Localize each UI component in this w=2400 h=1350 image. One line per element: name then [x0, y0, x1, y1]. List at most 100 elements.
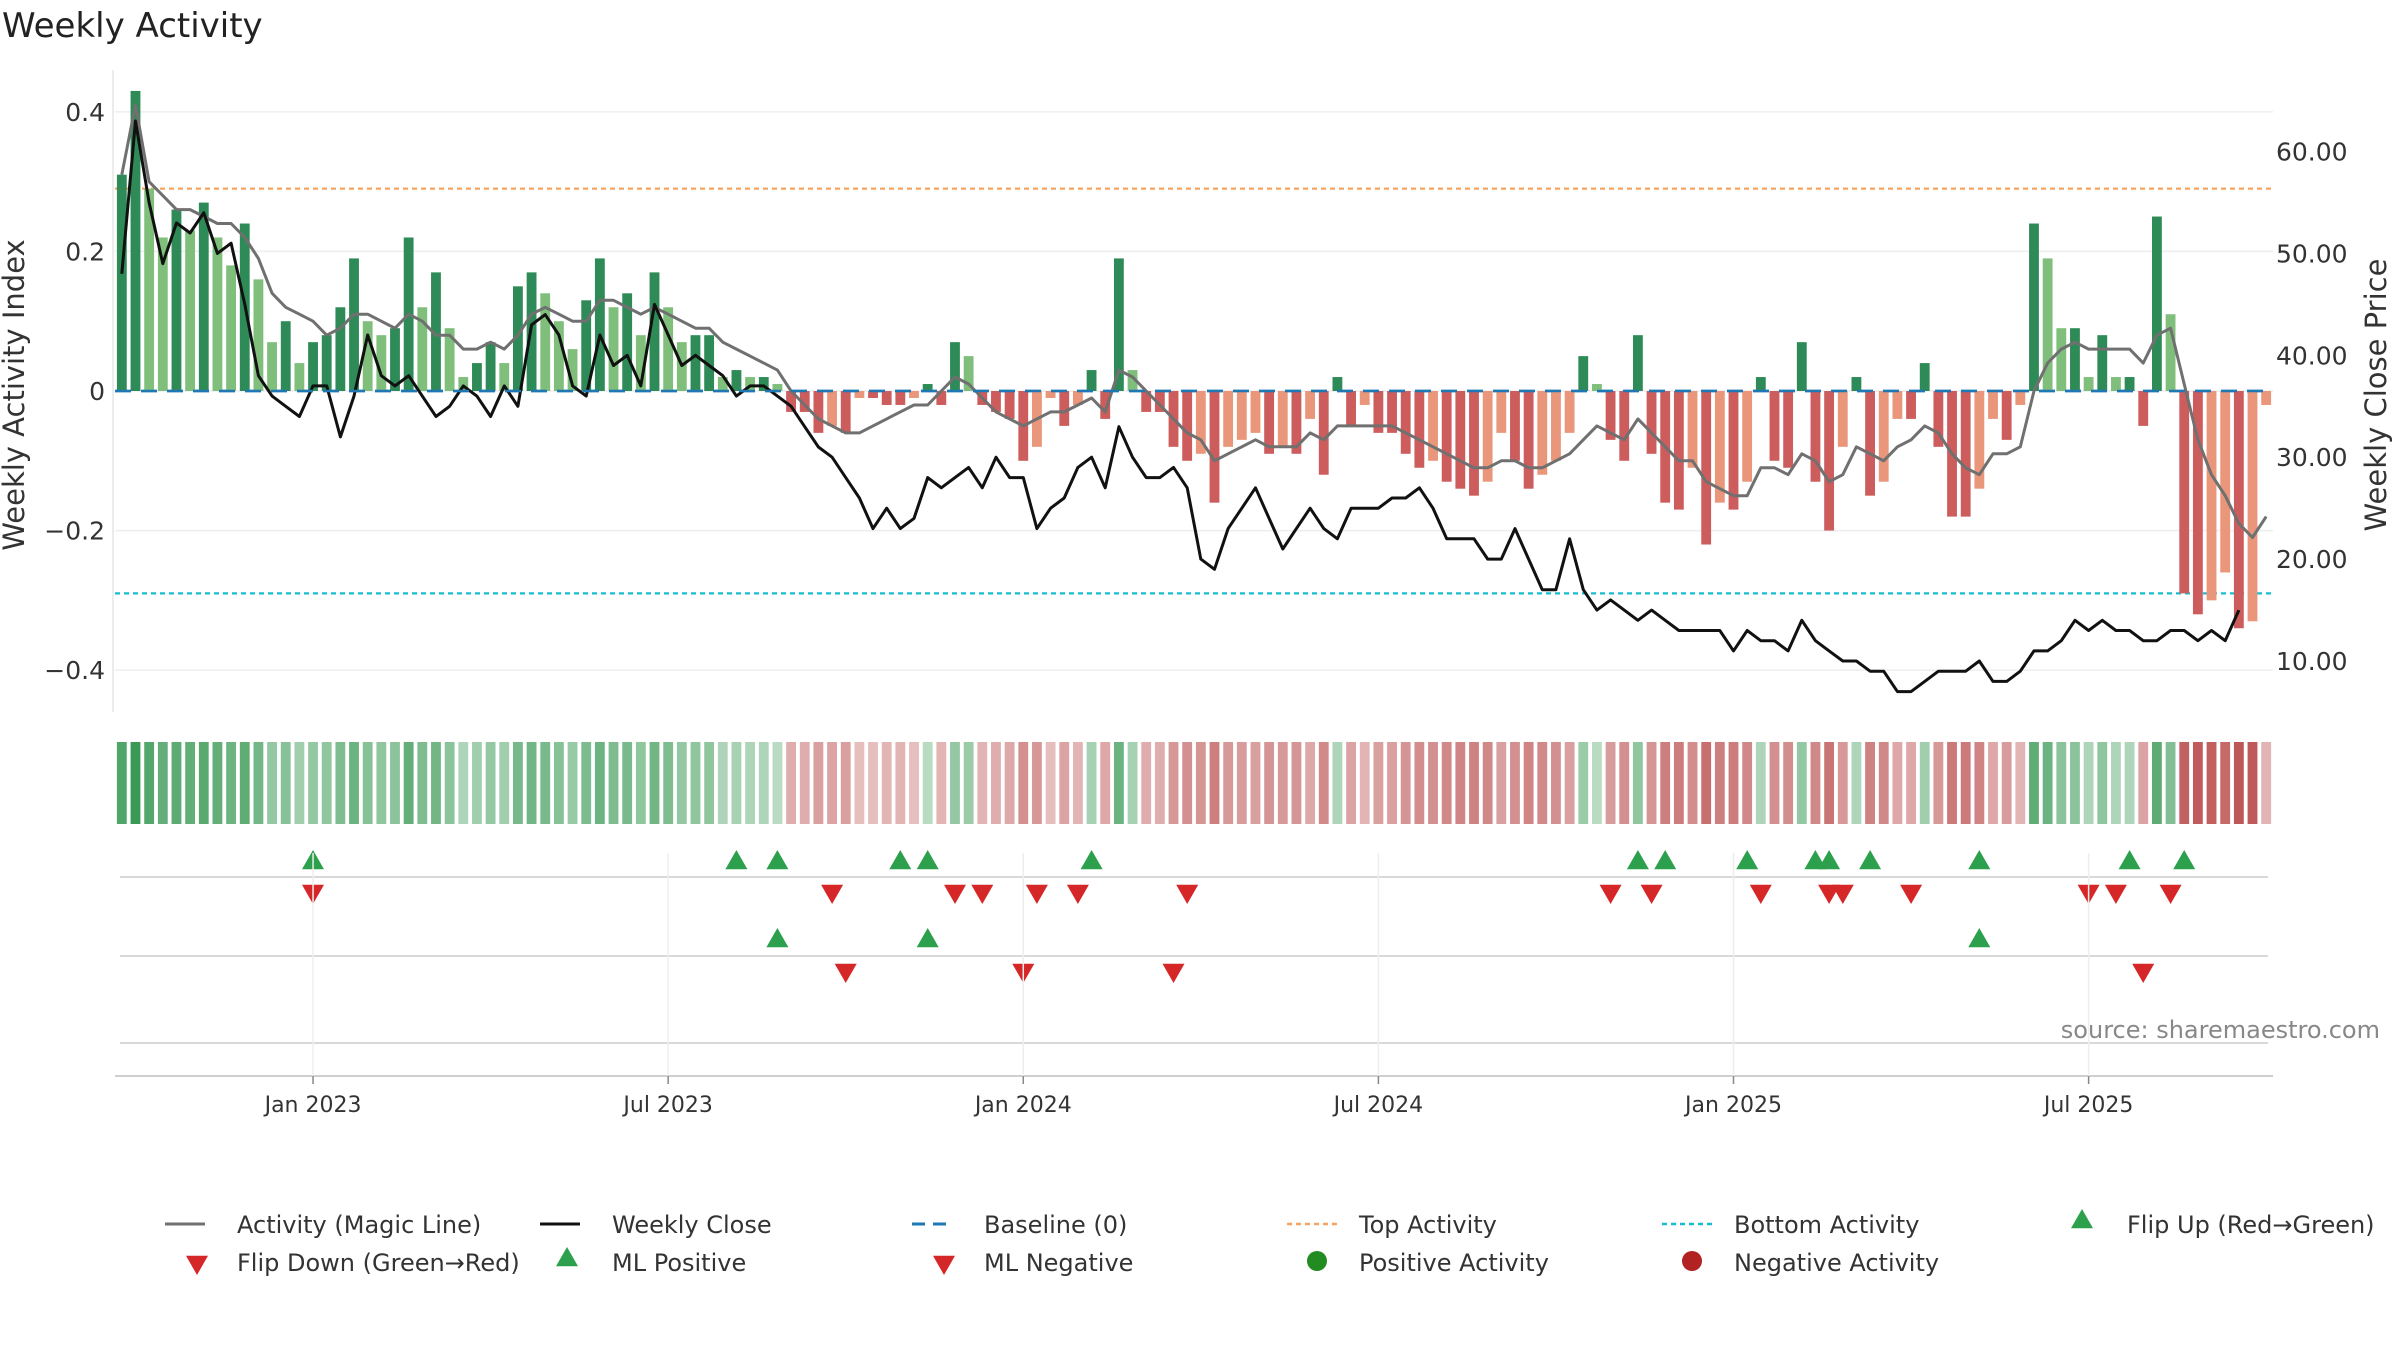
y-tick-right-5: 10.00 [2276, 647, 2348, 676]
heat-cell-9 [239, 742, 250, 824]
heat-cell-20 [390, 742, 400, 824]
heat-cell-59 [922, 742, 933, 824]
activity-bar-138 [2001, 391, 2012, 440]
heat-cell-119 [1742, 742, 1753, 824]
legend-label-top: Top Activity [1358, 1211, 1497, 1239]
ml-negative-marker-3 [2132, 963, 2155, 983]
flip-up-marker-12 [1968, 850, 1991, 870]
activity-bar-15 [321, 335, 332, 391]
activity-bar-65 [1004, 391, 1015, 419]
heat-cell-143 [2070, 742, 2080, 824]
heat-cell-91 [1359, 742, 1370, 824]
activity-bar-91 [1359, 391, 1370, 405]
heat-cell-88 [1318, 742, 1329, 824]
heat-cell-87 [1305, 742, 1316, 824]
activity-bar-117 [1714, 391, 1725, 503]
heat-cell-41 [676, 742, 687, 824]
heat-cell-76 [1154, 742, 1165, 824]
heat-cell-2 [144, 742, 155, 824]
activity-bar-115 [1687, 391, 1698, 468]
heat-cell-23 [431, 742, 441, 824]
heat-cell-25 [458, 742, 469, 824]
activity-bar-29 [513, 286, 523, 391]
activity-bar-89 [1332, 377, 1343, 391]
heat-cell-112 [1646, 742, 1657, 824]
activity-bar-60 [936, 391, 947, 405]
heat-cell-55 [868, 742, 878, 824]
heat-cell-70 [1072, 742, 1083, 824]
heat-cell-96 [1428, 742, 1438, 824]
activity-bar-97 [1441, 391, 1452, 482]
flip-up-marker-8 [1736, 850, 1759, 870]
x-tick-label-1: Jul 2023 [621, 1093, 713, 1118]
heat-cell-133 [1933, 742, 1944, 824]
flip-down-marker-12 [1900, 884, 1923, 904]
heat-cell-8 [226, 742, 237, 824]
flip-up-marker-7 [1654, 850, 1677, 870]
flip-down-marker-9 [1749, 884, 1772, 904]
heat-cell-93 [1387, 742, 1397, 824]
activity-bar-140 [2029, 223, 2039, 391]
heat-cell-127 [1851, 742, 1862, 824]
heat-cell-132 [1919, 742, 1930, 824]
activity-bar-69 [1059, 391, 1070, 426]
heat-cell-150 [2165, 742, 2176, 824]
activity-bar-102 [1510, 391, 1520, 461]
activity-bar-31 [540, 293, 551, 391]
heat-cell-19 [376, 742, 387, 824]
heat-cell-105 [1551, 742, 1561, 824]
heat-cell-38 [635, 742, 646, 824]
activity-bar-143 [2070, 328, 2080, 391]
heat-cell-85 [1277, 742, 1288, 824]
heat-cell-64 [991, 742, 1001, 824]
ml-positive-marker-0 [766, 928, 789, 948]
activity-bar-152 [2192, 391, 2203, 615]
activity-bar-92 [1373, 391, 1384, 433]
legend-item-posact: Positive Activity [1307, 1249, 1549, 1277]
heat-cell-142 [2056, 742, 2067, 824]
activity-bar-68 [1045, 391, 1056, 398]
activity-bar-135 [1960, 391, 1971, 517]
legend-label-negact: Negative Activity [1734, 1249, 1939, 1277]
heat-cell-111 [1632, 742, 1643, 824]
activity-bar-70 [1072, 391, 1083, 405]
heat-cell-117 [1714, 742, 1725, 824]
heat-cell-5 [185, 742, 196, 824]
heat-cell-6 [198, 742, 209, 824]
activity-bar-108 [1592, 384, 1602, 391]
activity-bar-120 [1755, 377, 1766, 391]
x-tick-label-0: Jan 2023 [263, 1093, 362, 1118]
heat-cell-1 [130, 742, 141, 824]
heat-cell-74 [1127, 742, 1138, 824]
heat-cell-137 [1988, 742, 1998, 824]
legend-label-mlpos: ML Positive [612, 1249, 746, 1277]
heat-cell-16 [335, 742, 346, 824]
weekly-close-line [120, 119, 2241, 694]
legend-swatch-flipup [2071, 1209, 2093, 1229]
activity-bar-44 [717, 377, 728, 391]
legend-item-negact: Negative Activity [1682, 1249, 1939, 1277]
legend-swatch-mlneg [933, 1255, 955, 1275]
heat-cell-86 [1291, 742, 1302, 824]
activity-bar-37 [622, 293, 633, 391]
activity-bar-137 [1988, 391, 1998, 419]
heat-cell-30 [526, 742, 537, 824]
heat-cell-60 [936, 742, 947, 824]
heat-cell-89 [1332, 742, 1343, 824]
legend-item-bottom: Bottom Activity [1662, 1211, 1919, 1239]
activity-bar-23 [431, 272, 441, 391]
heat-cell-0 [116, 742, 127, 824]
activity-bar-17 [349, 258, 359, 391]
heat-cell-46 [745, 742, 756, 824]
legend-item-flipup: Flip Up (Red→Green) [2071, 1209, 2375, 1239]
heat-cell-126 [1837, 742, 1848, 824]
flip-up-marker-11 [1859, 850, 1882, 870]
activity-bar-25 [458, 377, 469, 391]
heat-cell-22 [417, 742, 428, 824]
activity-bar-87 [1305, 391, 1316, 419]
heat-cell-138 [2001, 742, 2012, 824]
activity-bar-114 [1673, 391, 1684, 510]
activity-bar-100 [1482, 391, 1493, 482]
heat-cell-35 [594, 742, 605, 824]
source-credit: source: sharemaestro.com [2061, 1016, 2380, 1044]
